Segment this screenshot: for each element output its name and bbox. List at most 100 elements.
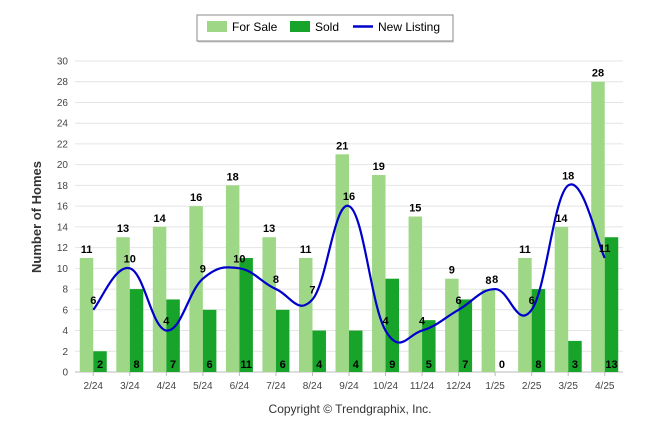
x-tick-label: 4/24: [157, 381, 177, 392]
y-tick-label: 8: [62, 285, 68, 296]
y-tick-label: 24: [57, 119, 69, 130]
new-listing-value-label: 6: [529, 295, 535, 307]
legend-swatch: [207, 21, 227, 32]
sold-value-label: 13: [605, 359, 617, 371]
new-listing-value-label: 4: [163, 316, 170, 328]
for-sale-value-label: 8: [485, 275, 491, 287]
sold-bar: [604, 237, 619, 372]
sold-value-label: 8: [535, 359, 541, 371]
sold-bar: [275, 309, 290, 372]
sold-bar: [385, 278, 400, 372]
x-tick-label: 5/24: [193, 381, 213, 392]
y-tick-label: 14: [57, 222, 69, 233]
y-tick-label: 10: [57, 264, 69, 275]
sold-value-label: 2: [97, 359, 103, 371]
data-labels: 11 2 13 8 14 7 16 6 18 11 13 6 11 4 21 4 19 9 15 5 9 7 8 0 11 8 14…: [81, 68, 618, 371]
sold-value-label: 9: [389, 359, 395, 371]
for-sale-value-label: 13: [263, 223, 275, 235]
for-sale-bar: [262, 237, 276, 372]
for-sale-bar: [298, 257, 313, 372]
y-tick-label: 16: [57, 202, 69, 213]
sold-value-label: 4: [316, 359, 323, 371]
y-tick-label: 30: [57, 57, 69, 68]
legend-box: [196, 14, 454, 42]
x-tick-label: 12/24: [446, 381, 471, 392]
for-sale-value-label: 11: [519, 244, 531, 256]
for-sale-bar: [408, 216, 423, 372]
x-tick-label: 9/24: [339, 381, 359, 392]
sold-bar: [531, 289, 546, 372]
for-sale-bar: [554, 226, 569, 372]
for-sale-value-label: 16: [190, 192, 202, 204]
sold-bar: [202, 309, 217, 372]
x-tick-label: 2/25: [522, 381, 542, 392]
sold-bar: [239, 257, 253, 372]
for-sale-bar: [591, 81, 605, 372]
y-tick-label: 28: [57, 77, 69, 88]
sold-value-label: 8: [133, 359, 139, 371]
for-sale-bar: [481, 289, 496, 372]
for-sale-value-label: 19: [373, 161, 385, 173]
sold-bar: [166, 299, 180, 372]
y-tick-label: 22: [57, 139, 69, 150]
x-tick-label: 3/24: [120, 381, 140, 392]
new-listing-value-label: 6: [90, 295, 96, 307]
new-listing-value-label: 10: [233, 253, 245, 265]
y-tick-label: 26: [57, 98, 69, 109]
for-sale-bar: [79, 257, 94, 372]
y-axis-label: Number of Homes: [29, 161, 44, 273]
for-sale-bar: [372, 175, 386, 372]
sold-value-label: 4: [353, 359, 360, 371]
y-tick-label: 18: [57, 181, 69, 192]
sold-value-label: 11: [240, 359, 252, 371]
sold-value-label: 6: [280, 359, 286, 371]
sold-value-label: 6: [207, 359, 213, 371]
sold-value-label: 7: [170, 359, 176, 371]
for-sale-bar: [445, 278, 459, 372]
sold-bar: [422, 320, 436, 372]
y-tick-label: 12: [57, 243, 69, 254]
sold-bar: [93, 351, 107, 372]
for-sale-value-label: 14: [555, 213, 568, 225]
for-sale-value-label: 21: [336, 140, 348, 152]
y-tick-label: 0: [62, 368, 68, 379]
y-tick-label: 6: [62, 305, 68, 316]
legend: For Sale Sold New Listing: [196, 14, 454, 43]
for-sale-bar: [225, 185, 240, 372]
new-listing-value-label: 16: [343, 191, 355, 203]
for-sale-value-label: 14: [153, 213, 166, 225]
for-sale-value-label: 9: [449, 265, 455, 277]
legend-label: For Sale: [232, 20, 278, 34]
x-tick-label: 2/24: [84, 381, 104, 392]
new-listing-line: [92, 183, 606, 344]
new-listing-value-label: 9: [200, 264, 206, 276]
legend-label: New Listing: [378, 20, 440, 34]
x-tick-label: 10/24: [373, 381, 398, 392]
for-sale-value-label: 15: [409, 203, 421, 215]
x-tick-label: 4/25: [595, 381, 615, 392]
new-listing-value-label: 11: [599, 243, 611, 255]
x-tick-label: 8/24: [303, 381, 323, 392]
y-tick-label: 4: [62, 326, 68, 337]
for-sale-value-label: 13: [117, 223, 129, 235]
for-sale-value-label: 11: [300, 244, 312, 256]
sold-bar: [129, 289, 144, 372]
copyright-text: Copyright © Trendgraphix, Inc.: [269, 402, 432, 416]
x-axis-ticks: 2/24 3/24 4/24 5/24 6/24 7/24 8/24 9/24 10/24 11/…: [84, 372, 615, 392]
sold-value-label: 7: [462, 359, 468, 371]
x-tick-label: 1/25: [485, 381, 505, 392]
sold-bar: [568, 340, 582, 372]
sold-bar: [312, 330, 326, 372]
sold-bar: [349, 330, 363, 372]
new-listing-value-label: 7: [309, 284, 315, 296]
new-listing-value-label: 18: [562, 170, 574, 182]
for-sale-bar: [335, 154, 349, 372]
for-sale-value-label: 11: [81, 244, 93, 256]
y-tick-label: 2: [62, 347, 68, 358]
for-sale-value-label: 28: [592, 68, 604, 80]
sold-value-label: 0: [499, 359, 505, 371]
new-listing-value-label: 6: [456, 295, 462, 307]
